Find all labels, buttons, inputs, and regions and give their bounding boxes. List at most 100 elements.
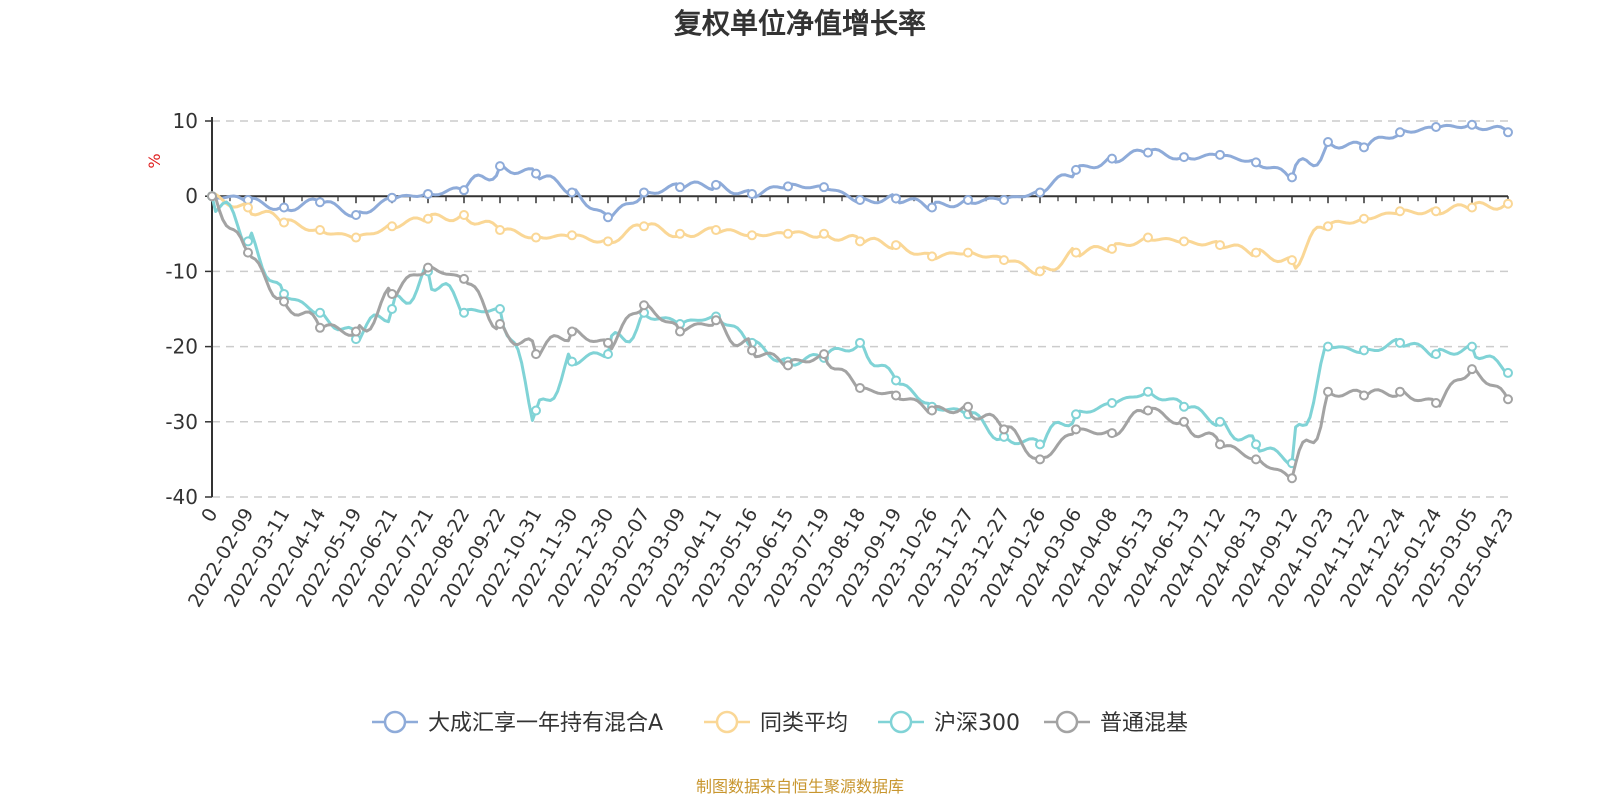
y-axis-unit: %: [145, 153, 164, 168]
data-point: [387, 221, 397, 232]
data-point: [747, 230, 757, 241]
data-point: [1215, 149, 1225, 160]
y-tick-label: 10: [173, 109, 198, 133]
data-point: [315, 197, 325, 208]
data-point: [351, 232, 361, 243]
data-point: [675, 182, 685, 193]
data-point: [1251, 439, 1261, 450]
data-point: [1251, 454, 1261, 465]
data-point: [243, 247, 253, 258]
data-point: [963, 247, 973, 258]
data-point: [1035, 187, 1045, 198]
data-point: [783, 181, 793, 192]
data-point: [711, 179, 721, 190]
data-point: [855, 382, 865, 393]
data-point: [1179, 152, 1189, 163]
data-point: [783, 228, 793, 239]
data-point: [1071, 164, 1081, 175]
y-tick-label: -40: [165, 485, 198, 509]
legend-item[interactable]: 大成汇享一年持有混合A: [372, 710, 663, 736]
legend-label: 沪深300: [934, 711, 1020, 736]
data-point: [639, 221, 649, 232]
legend-item[interactable]: 沪深300: [878, 710, 1020, 736]
data-point: [315, 322, 325, 333]
data-point: [891, 193, 901, 204]
data-point: [1467, 119, 1477, 130]
data-point: [1431, 122, 1441, 133]
data-point: [1179, 236, 1189, 247]
data-point: [1359, 213, 1369, 224]
y-tick-label: -10: [165, 259, 198, 283]
data-point: [351, 210, 361, 220]
data-point: [1179, 416, 1189, 427]
data-point: [1287, 473, 1297, 484]
x-axis-ticks: 02022-02-092022-03-112022-04-142022-05-1…: [184, 196, 1518, 611]
data-point: [495, 319, 505, 330]
data-point: [747, 188, 757, 199]
data-point: [999, 255, 1009, 266]
data-point: [927, 202, 937, 213]
data-point: [1071, 247, 1081, 258]
data-point: [1467, 364, 1477, 375]
data-point: [927, 251, 937, 262]
y-tick-label: -30: [165, 410, 198, 434]
data-point: [1323, 386, 1333, 397]
series-group: [207, 191, 1513, 469]
data-point: [1323, 137, 1333, 148]
legend-item[interactable]: 普通混基: [1044, 710, 1188, 736]
legend-circle-icon: [383, 710, 407, 734]
data-point: [1215, 240, 1225, 251]
data-point: [1503, 127, 1513, 138]
data-point: [1107, 398, 1117, 408]
data-point: [927, 405, 937, 416]
legend-label: 同类平均: [760, 711, 848, 736]
data-point: [1323, 341, 1333, 352]
legend[interactable]: 大成汇享一年持有混合A 同类平均 沪深300 普通混基: [372, 710, 1188, 736]
data-point: [531, 232, 541, 243]
data-point: [1503, 198, 1513, 209]
data-point: [387, 304, 397, 314]
data-point: [855, 337, 865, 348]
data-point: [531, 168, 541, 179]
data-point: [1395, 206, 1405, 217]
data-point: [495, 225, 505, 236]
data-point: [891, 375, 901, 386]
y-axis-ticks: 10 0 -10 -20 -30 -40: [165, 109, 212, 509]
legend-circle-icon: [715, 710, 739, 734]
data-point: [855, 194, 865, 205]
data-point: [1143, 386, 1153, 397]
legend-item[interactable]: 同类平均: [704, 710, 848, 736]
data-point: [423, 188, 433, 199]
data-point: [1107, 243, 1117, 254]
data-point: [747, 345, 757, 356]
data-point: [459, 185, 469, 196]
data-point: [1503, 394, 1513, 405]
data-point: [567, 230, 577, 241]
axes: [211, 117, 1508, 497]
legend-circle-icon: [1055, 710, 1079, 734]
data-point: [567, 326, 577, 337]
data-point: [1251, 247, 1261, 258]
data-point: [279, 217, 289, 228]
data-point: [1107, 153, 1117, 164]
data-point: [819, 182, 829, 193]
data-point: [603, 212, 613, 223]
data-point: [639, 300, 649, 311]
data-point: [1035, 266, 1045, 277]
data-point: [855, 236, 865, 247]
data-point: [1431, 349, 1441, 360]
source-footnote: 制图数据来自恒生聚源数据库: [696, 777, 904, 796]
data-point: [1035, 439, 1045, 450]
data-point: [531, 349, 541, 360]
series-line: [210, 195, 1509, 465]
data-point: [1467, 202, 1477, 213]
data-point: [603, 337, 613, 348]
y-tick-label: -20: [165, 335, 198, 359]
data-point: [1431, 398, 1441, 408]
data-point: [387, 192, 397, 203]
data-point: [999, 194, 1009, 205]
data-point: [423, 213, 433, 224]
legend-circle-icon: [889, 710, 913, 734]
data-point: [819, 349, 829, 360]
legend-label: 普通混基: [1100, 711, 1188, 736]
